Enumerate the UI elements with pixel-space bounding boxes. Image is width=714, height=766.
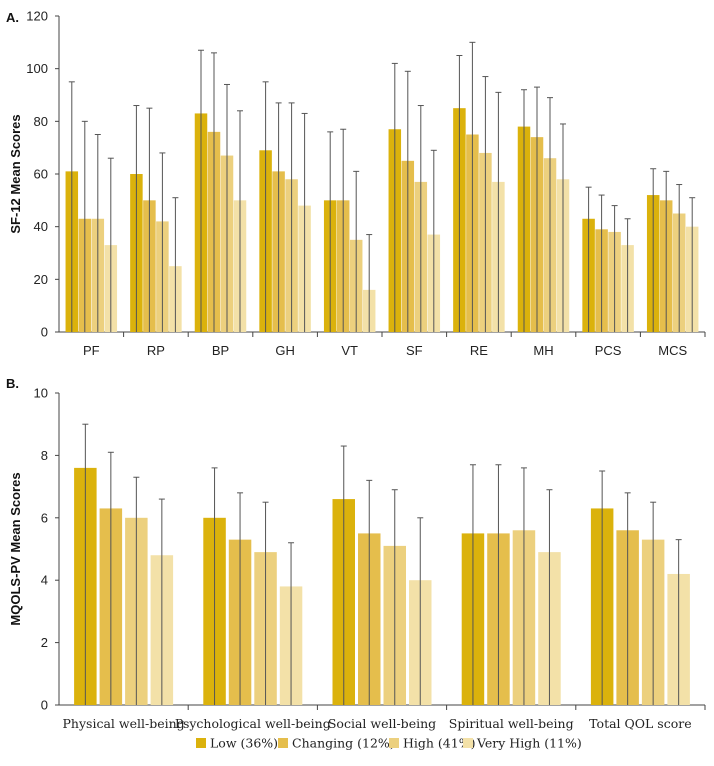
x-tick-label: PF (83, 343, 100, 358)
y-tick-label: 100 (26, 61, 48, 76)
y-tick-label: 40 (34, 219, 48, 234)
x-tick-label: SF (406, 343, 423, 358)
x-tick-label: PCS (595, 343, 622, 358)
x-tick-label: VT (341, 343, 358, 358)
legend-label: Low (36%) (210, 736, 278, 751)
panel-b-chart: B. MQOLS-PV Mean Scores 0 2 4 6 8 10 Physical we… (6, 376, 706, 731)
legend-label: Changing (12%) (292, 736, 395, 751)
y-tick-label: 0 (41, 325, 48, 340)
x-tick-label: BP (212, 343, 229, 358)
x-tick-label: GH (275, 343, 295, 358)
y-tick-label: 4 (41, 573, 48, 588)
x-tick-label: Spiritual well-being (449, 716, 574, 731)
y-tick-label: 6 (41, 510, 48, 525)
x-tick-label: Total QOL score (589, 716, 691, 731)
x-tick-label: MCS (658, 343, 687, 358)
y-tick-label: 20 (34, 272, 48, 287)
y-tick-label: 80 (34, 114, 48, 129)
x-tick-label: Social well-being (328, 716, 436, 731)
panel-a-chart: A. SF-12 Mean Scores 0 20 40 60 80 100 120 PF RP BP… (6, 9, 706, 358)
legend-label: Very High (11%) (476, 736, 582, 751)
legend-swatch (389, 738, 399, 748)
legend: Low (36%) Changing (12%) High (41%) Very Hi… (196, 736, 582, 751)
y-tick-label: 2 (41, 635, 48, 650)
legend-swatch (278, 738, 288, 748)
legend-label: High (41%) (403, 736, 475, 751)
y-axis-title: MQOLS-PV Mean Scores (8, 472, 23, 625)
x-tick-label: Physical well-being (63, 716, 185, 731)
y-tick-label: 8 (41, 448, 48, 463)
legend-swatch (463, 738, 473, 748)
x-tick-label: RP (147, 343, 165, 358)
y-axis-title: SF-12 Mean Scores (8, 114, 23, 233)
legend-swatch (196, 738, 206, 748)
y-tick-label: 0 (41, 698, 48, 713)
panel-label: A. (6, 10, 19, 25)
y-tick-label: 10 (34, 386, 48, 401)
y-tick-label: 120 (26, 9, 48, 24)
x-tick-label: MH (533, 343, 553, 358)
x-tick-label: RE (470, 343, 488, 358)
panel-label: B. (6, 376, 19, 391)
y-tick-label: 60 (34, 167, 48, 182)
x-tick-label: Psychological well-being (175, 716, 331, 731)
